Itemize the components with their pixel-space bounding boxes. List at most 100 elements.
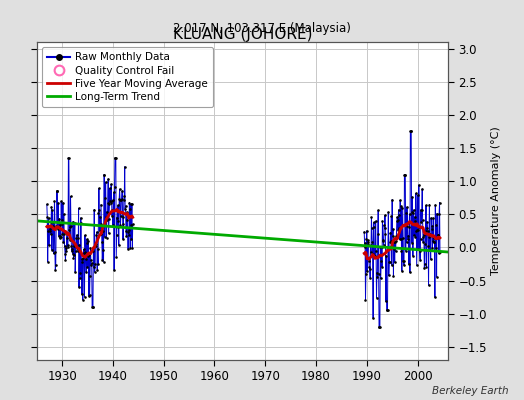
- Point: [108, 212, 116, 219]
- Point: [101, 195, 110, 201]
- Point: [429, 238, 437, 244]
- Point: [92, 232, 101, 238]
- Point: [125, 199, 134, 206]
- Point: [82, 240, 91, 246]
- Point: [69, 255, 78, 261]
- Point: [113, 232, 121, 238]
- Point: [434, 232, 442, 238]
- Point: [388, 196, 396, 203]
- Point: [96, 214, 104, 220]
- Point: [67, 223, 75, 229]
- Point: [66, 237, 74, 243]
- Y-axis label: Temperature Anomaly (°C): Temperature Anomaly (°C): [491, 127, 501, 275]
- Point: [112, 155, 120, 161]
- Point: [433, 210, 441, 217]
- Point: [47, 204, 56, 210]
- Point: [82, 255, 90, 262]
- Point: [63, 230, 71, 236]
- Point: [368, 251, 377, 258]
- Point: [126, 201, 135, 208]
- Point: [383, 307, 391, 314]
- Point: [422, 202, 430, 208]
- Point: [66, 224, 74, 230]
- Point: [405, 224, 413, 230]
- Point: [75, 275, 84, 281]
- Point: [89, 304, 97, 310]
- Point: [97, 221, 106, 227]
- Point: [117, 213, 125, 219]
- Point: [86, 272, 94, 279]
- Point: [97, 201, 105, 208]
- Point: [431, 202, 440, 208]
- Point: [384, 209, 392, 215]
- Point: [47, 219, 55, 226]
- Point: [418, 186, 427, 192]
- Point: [62, 245, 70, 252]
- Point: [104, 176, 112, 182]
- Point: [376, 244, 385, 250]
- Point: [108, 206, 117, 213]
- Point: [377, 244, 386, 250]
- Point: [111, 184, 119, 190]
- Point: [127, 222, 136, 228]
- Point: [392, 233, 400, 239]
- Point: [114, 218, 123, 224]
- Point: [101, 234, 109, 240]
- Point: [105, 201, 114, 208]
- Point: [409, 210, 418, 216]
- Point: [43, 213, 51, 220]
- Point: [420, 264, 429, 271]
- Point: [80, 250, 88, 256]
- Point: [430, 239, 439, 246]
- Point: [44, 228, 52, 234]
- Point: [424, 242, 432, 249]
- Point: [96, 231, 105, 237]
- Point: [418, 207, 426, 213]
- Point: [425, 201, 433, 208]
- Point: [396, 236, 404, 243]
- Point: [102, 179, 110, 185]
- Point: [430, 239, 438, 246]
- Point: [365, 264, 374, 271]
- Point: [414, 182, 423, 188]
- Point: [377, 258, 385, 264]
- Point: [45, 222, 53, 229]
- Point: [409, 253, 417, 259]
- Point: [59, 199, 67, 206]
- Point: [432, 222, 440, 228]
- Point: [65, 227, 73, 233]
- Point: [128, 200, 136, 207]
- Point: [361, 243, 369, 250]
- Point: [47, 231, 55, 238]
- Point: [107, 181, 115, 188]
- Point: [126, 245, 134, 251]
- Point: [109, 197, 117, 203]
- Point: [78, 256, 86, 262]
- Point: [78, 258, 86, 265]
- Point: [93, 246, 102, 252]
- Point: [367, 248, 375, 255]
- Point: [60, 231, 68, 238]
- Point: [377, 275, 385, 281]
- Point: [123, 217, 132, 224]
- Point: [106, 198, 115, 204]
- Point: [126, 206, 134, 212]
- Point: [85, 292, 94, 298]
- Point: [99, 247, 107, 253]
- Point: [417, 206, 425, 213]
- Point: [435, 200, 444, 206]
- Point: [102, 235, 111, 241]
- Point: [395, 207, 403, 213]
- Point: [375, 324, 384, 330]
- Legend: Raw Monthly Data, Quality Control Fail, Five Year Moving Average, Long-Term Tren: Raw Monthly Data, Quality Control Fail, …: [42, 47, 213, 107]
- Point: [403, 223, 411, 229]
- Point: [120, 193, 128, 199]
- Point: [64, 155, 73, 161]
- Point: [56, 222, 64, 228]
- Point: [403, 236, 412, 242]
- Point: [119, 197, 128, 204]
- Point: [379, 238, 387, 245]
- Point: [372, 248, 380, 254]
- Point: [363, 228, 371, 234]
- Point: [402, 239, 411, 245]
